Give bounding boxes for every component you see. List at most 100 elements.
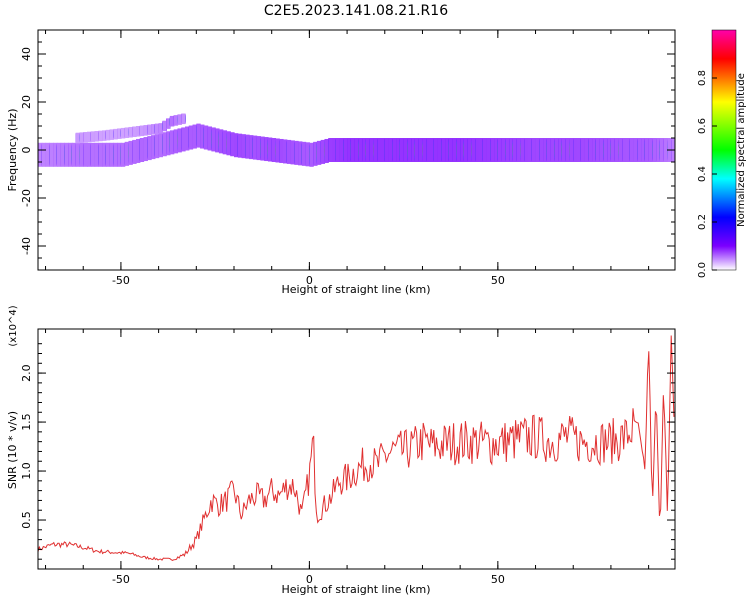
spectral-ridge-cell <box>64 142 69 167</box>
spectrogram-ytick-label: -20 <box>20 189 33 207</box>
spectral-ridge-cell <box>675 147 679 154</box>
spectral-ridge-cell <box>505 138 510 162</box>
spectral-ridge-cell <box>71 142 77 167</box>
upper-branch-cell <box>173 115 179 126</box>
spectral-ridge-cell <box>512 138 518 162</box>
spectral-ridge-cell <box>520 138 525 162</box>
spectral-ridge-cell <box>249 135 254 160</box>
spectral-ridge-cell <box>267 137 273 162</box>
snr-series-line <box>38 335 675 561</box>
spectral-ridge-cell <box>675 146 679 155</box>
spectral-ridge-cell <box>162 132 167 157</box>
spectral-ridge-cell <box>286 139 292 164</box>
spectral-ridge-cell <box>222 130 228 155</box>
spectral-ridge-cell <box>403 138 408 162</box>
snr-ylabel: SNR (10 * v/v) <box>6 411 19 489</box>
spectral-ridge-cell <box>535 138 540 162</box>
spectral-ridge-cell <box>181 127 186 152</box>
spectral-ridge-cell <box>603 138 608 162</box>
spectral-ridge-cell <box>399 138 405 162</box>
snr-ytick-label: 1.0 <box>20 462 33 480</box>
spectral-ridge-cell <box>618 138 623 162</box>
snr-ytick-label: 1.5 <box>20 413 33 431</box>
spectral-ridge-cell <box>422 138 427 162</box>
upper-branch-cell <box>109 129 114 140</box>
spectral-ridge-cell <box>113 142 118 167</box>
upper-branch-cell <box>166 118 171 129</box>
spectrogram-ylabel: Frequency (Hz) <box>6 109 19 192</box>
upper-branch-cell <box>105 129 111 141</box>
spectral-ridge-cell <box>539 138 544 162</box>
spectral-ridge-cell <box>373 138 378 162</box>
spectral-ridge-cell <box>343 138 348 162</box>
spectral-ridge-cell <box>433 138 439 162</box>
spectral-ridge-cell <box>185 126 190 151</box>
spectral-ridge-cell <box>90 142 96 167</box>
colorbar-tick-label: 0.8 <box>697 70 708 86</box>
spectral-ridge-cell <box>350 138 356 162</box>
spectral-ridge-cell <box>124 141 130 166</box>
upper-branch-cell <box>94 131 99 142</box>
spectral-ridge-cell <box>218 129 224 154</box>
spectral-ridge-cell <box>392 138 397 162</box>
spectral-ridge-cell <box>309 142 314 167</box>
spectral-ridge-cell <box>207 126 212 151</box>
spectral-ridge-cell <box>320 139 326 164</box>
spectral-ridge-cell <box>592 138 597 162</box>
spectral-ridge-cell <box>294 140 299 165</box>
spectrogram-panel: -50 0 50 -40 -20 0 20 40 Height of straight lin… <box>6 29 679 296</box>
spectral-ridge-cell <box>79 142 84 167</box>
spectrogram-xlabel: Height of straight line (km) <box>281 283 430 296</box>
spectral-ridge-cell <box>675 143 679 157</box>
spectral-ridge-cell <box>558 138 563 162</box>
spectral-ridge-cell <box>675 145 679 155</box>
spectral-ridge-cell <box>659 138 665 162</box>
spectral-ridge-cell <box>369 138 375 162</box>
spectral-ridge-cell <box>313 141 318 166</box>
snr-ticks: -50 0 50 0.5 1.0 1.5 2.0 <box>20 329 675 586</box>
spectral-ridge-cell <box>418 138 424 162</box>
spectral-ridge-cell <box>588 138 593 162</box>
spectral-ridge-cell <box>463 138 469 162</box>
spectral-ridge-cell <box>365 138 371 162</box>
upper-branch-cell <box>87 131 92 143</box>
spectral-ridge-cell <box>675 141 679 158</box>
upper-branch-cell <box>136 126 141 137</box>
spectral-ridge-cell <box>448 138 454 162</box>
spectral-ridge-cell <box>388 138 393 162</box>
spectral-ridge-cell <box>68 142 73 167</box>
spectral-ridge-cell <box>75 142 81 167</box>
spectral-ridge-cell <box>109 142 114 167</box>
spectral-ridge-cell <box>554 138 559 162</box>
spectral-ridge-cell <box>60 142 65 167</box>
spectral-ridge-cell <box>120 142 126 167</box>
spectral-ridge-cell <box>102 142 107 167</box>
spectral-ridge-cell <box>675 141 679 160</box>
spectral-ridge-cell <box>354 138 359 162</box>
colorbar-tick-label: 0.2 <box>697 214 708 230</box>
spectral-ridge-cell <box>335 138 341 162</box>
spectrogram-xtick-label: -50 <box>112 274 130 287</box>
upper-branch-cell <box>90 131 96 142</box>
colorbar-label: Normalized spectral amplitude <box>736 73 747 227</box>
snr-xtick-label: 0 <box>306 573 313 586</box>
spectral-ridge-cell <box>132 139 137 164</box>
spectral-ridge-cell <box>516 138 522 162</box>
snr-xtick-label: -50 <box>112 573 130 586</box>
colorbar-gradient <box>711 29 737 271</box>
spectral-ridge-cell <box>200 124 205 149</box>
spectral-ridge-cell <box>633 138 638 162</box>
upper-branch-cell <box>162 120 167 132</box>
spectral-ridge-cell <box>283 139 288 164</box>
spectral-ridge-cell <box>675 147 679 152</box>
spectral-ridge-cell <box>407 138 412 162</box>
spectral-ridge-cell <box>543 138 548 162</box>
colorbar-tick-label: 0.0 <box>697 262 708 278</box>
spectral-ridge-cell <box>94 142 99 167</box>
spectral-ridge-cell <box>117 142 122 167</box>
upper-branch-cell <box>132 126 137 138</box>
upper-branch-cell <box>158 123 163 134</box>
spectrogram-ytick-label: 20 <box>20 95 33 109</box>
spectral-ridge-cell <box>565 138 571 162</box>
spectral-ridge-cell <box>339 138 344 162</box>
